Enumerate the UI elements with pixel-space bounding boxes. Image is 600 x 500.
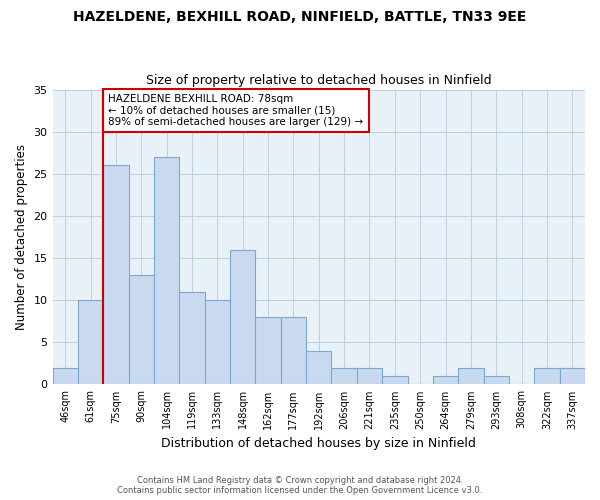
Bar xyxy=(560,368,585,384)
Text: HAZELDENE, BEXHILL ROAD, NINFIELD, BATTLE, TN33 9EE: HAZELDENE, BEXHILL ROAD, NINFIELD, BATTL… xyxy=(73,10,527,24)
Text: Contains HM Land Registry data © Crown copyright and database right 2024.
Contai: Contains HM Land Registry data © Crown c… xyxy=(118,476,482,495)
Y-axis label: Number of detached properties: Number of detached properties xyxy=(15,144,28,330)
Bar xyxy=(53,368,78,384)
Bar xyxy=(179,292,205,384)
Bar xyxy=(154,157,179,384)
Bar xyxy=(484,376,509,384)
Bar xyxy=(306,350,331,384)
Bar xyxy=(103,166,128,384)
Title: Size of property relative to detached houses in Ninfield: Size of property relative to detached ho… xyxy=(146,74,491,87)
Bar xyxy=(281,317,306,384)
Bar xyxy=(205,300,230,384)
Bar xyxy=(458,368,484,384)
Bar xyxy=(331,368,357,384)
X-axis label: Distribution of detached houses by size in Ninfield: Distribution of detached houses by size … xyxy=(161,437,476,450)
Bar xyxy=(357,368,382,384)
Bar xyxy=(230,250,256,384)
Bar xyxy=(534,368,560,384)
Bar xyxy=(78,300,103,384)
Bar xyxy=(433,376,458,384)
Bar xyxy=(382,376,407,384)
Bar xyxy=(128,275,154,384)
Text: HAZELDENE BEXHILL ROAD: 78sqm
← 10% of detached houses are smaller (15)
89% of s: HAZELDENE BEXHILL ROAD: 78sqm ← 10% of d… xyxy=(109,94,364,127)
Bar xyxy=(256,317,281,384)
